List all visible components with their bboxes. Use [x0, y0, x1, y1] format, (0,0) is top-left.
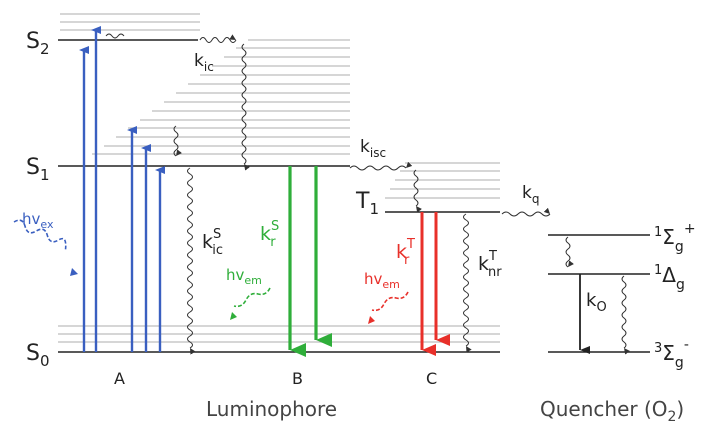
s2-vibrational-levels [60, 13, 200, 31]
k-ic-s-label: kS ic [202, 227, 223, 258]
panel-b-label: B [292, 369, 303, 388]
ic-wavy-s2-top [105, 33, 125, 39]
hv-ex-photon-head [70, 268, 78, 276]
absorption-arrows [79, 26, 165, 352]
fluorescence-arrows [288, 166, 332, 357]
quencher-label: Quencher (O2) [540, 397, 684, 425]
q-sigma-minus-label: 3Σg- [654, 337, 689, 371]
t1-relax-wavy [413, 169, 423, 213]
k-ic-label: kic [194, 51, 214, 74]
kic-wavy-horizontal [199, 34, 237, 43]
hv-ex-photon [13, 219, 67, 250]
k-o-label: kO [586, 290, 607, 315]
q-sigma-to-delta-wavy [565, 236, 575, 268]
k-q-label: kq [522, 183, 539, 206]
q-delta-label: 1Δg [654, 263, 685, 293]
s0-vibrational-levels [58, 325, 500, 343]
q-sigma-plus-label: 1Σg+ [654, 221, 696, 255]
t1-vibrational-levels [385, 162, 500, 199]
k-r-t-label: kT r [396, 237, 415, 268]
phosphorescence-arrows [420, 212, 450, 356]
ic-wavy-s1-upper [173, 125, 183, 157]
hv-em-red-photon-head [368, 316, 375, 324]
hv-em-green-photon [233, 287, 271, 308]
kic-wavy-vertical [241, 43, 251, 171]
kisc-wavy [349, 161, 413, 171]
s1-vibrational-levels [92, 39, 350, 155]
s2-label: S2 [26, 29, 50, 58]
hv-em-green-photon-head [230, 312, 237, 320]
knr-wavy [463, 213, 472, 353]
kq-wavy [501, 207, 551, 217]
s1-label: S1 [26, 155, 50, 184]
hv-em-green-label: hvem [226, 266, 262, 287]
luminophore-label: Luminophore [206, 397, 337, 421]
hv-ex-label: hvex [22, 210, 54, 231]
k-nr-t-label: kT nr [478, 249, 502, 280]
t1-label: T1 [355, 189, 379, 218]
k-isc-label: kisc [360, 137, 386, 160]
panel-a-label: A [114, 369, 125, 388]
k-r-s-label: kS r [260, 219, 279, 250]
wavy-lines [105, 33, 631, 355]
q-delta-to-sigma-wavy [621, 275, 631, 355]
hv-em-red-label: hvem [364, 270, 400, 291]
ic-wavy-s1-to-s0 [187, 167, 196, 355]
panel-c-label: C [426, 369, 437, 388]
s0-label: S0 [26, 341, 50, 370]
hv-em-red-photon [371, 291, 409, 312]
